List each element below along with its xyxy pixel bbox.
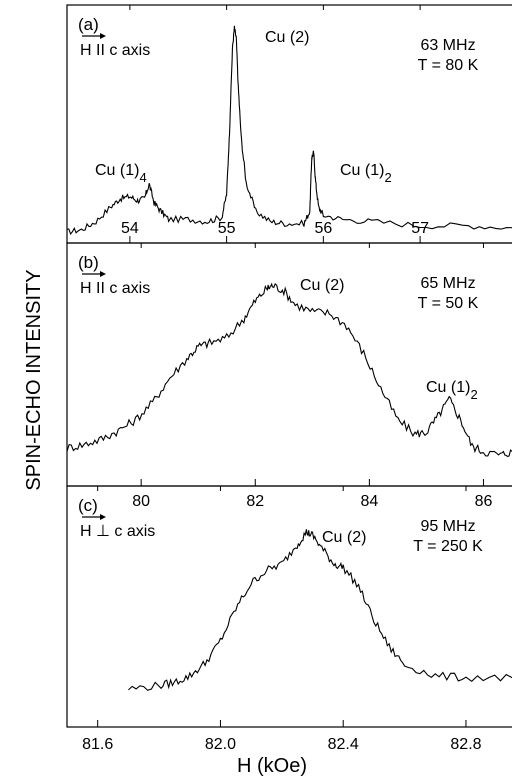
x-tick-label: 86 bbox=[475, 493, 493, 510]
x-tick-label: 80 bbox=[132, 493, 150, 510]
x-axis-label: H (kOe) bbox=[237, 755, 307, 777]
temperature-label: T = 80 K bbox=[418, 57, 479, 74]
temperature-label: T = 250 K bbox=[413, 538, 483, 555]
x-tick-label: 82.0 bbox=[205, 736, 236, 753]
peak-label: Cu (2) bbox=[322, 529, 366, 546]
field-orientation-label: H II c axis bbox=[80, 42, 150, 59]
x-tick-label: 81.6 bbox=[82, 736, 113, 753]
panel-letter: (c) bbox=[78, 496, 98, 515]
x-tick-label: 82.4 bbox=[328, 736, 359, 753]
trace-line bbox=[128, 529, 512, 691]
y-axis-label: SPIN-ECHO INTENSITY bbox=[23, 269, 45, 490]
x-tick-label: 82 bbox=[246, 493, 264, 510]
x-tick-label: 82.8 bbox=[450, 736, 481, 753]
x-tick-label: 57 bbox=[411, 220, 429, 237]
frequency-label: 95 MHz bbox=[420, 518, 475, 535]
arrow-head-icon bbox=[100, 514, 106, 520]
peak-label: Cu (2) bbox=[300, 277, 344, 294]
trace-line bbox=[66, 25, 512, 236]
arrow-head-icon bbox=[100, 271, 106, 277]
frequency-label: 65 MHz bbox=[420, 275, 475, 292]
x-tick-label: 84 bbox=[360, 493, 378, 510]
frequency-label: 63 MHz bbox=[420, 37, 475, 54]
panel-letter: (a) bbox=[78, 15, 99, 34]
x-tick-label: 55 bbox=[218, 220, 236, 237]
x-tick-label: 54 bbox=[121, 220, 139, 237]
field-orientation-label: H II c axis bbox=[80, 280, 150, 297]
arrow-head-icon bbox=[100, 33, 106, 39]
panel-a: 54 55 56 57 (a) H II c axis 63 MHz T = 80 K Cu (… bbox=[66, 4, 512, 244]
peak-label: Cu (2) bbox=[265, 29, 309, 46]
panel-c: 81.6 82.0 82.4 82.8 (c) H ⊥ c axis 95 MHz T = 2… bbox=[66, 485, 512, 753]
peak-label: Cu (1)2 bbox=[426, 379, 478, 402]
field-orientation-label: H ⊥ c axis bbox=[80, 523, 155, 540]
panel-frame bbox=[66, 485, 512, 728]
panel-letter: (b) bbox=[78, 253, 99, 272]
trace-line bbox=[66, 282, 512, 458]
panels: 54 55 56 57 (a) H II c axis 63 MHz T = 80 K Cu (… bbox=[66, 4, 512, 753]
x-tick-label: 56 bbox=[314, 220, 332, 237]
temperature-label: T = 50 K bbox=[418, 295, 479, 312]
peak-label: Cu (1)2 bbox=[340, 162, 392, 185]
peak-label: Cu (1)4 bbox=[95, 162, 147, 185]
panel-b: 80 82 84 86 (b) H II c axis 65 MHz T = 50 K Cu (… bbox=[66, 242, 512, 510]
